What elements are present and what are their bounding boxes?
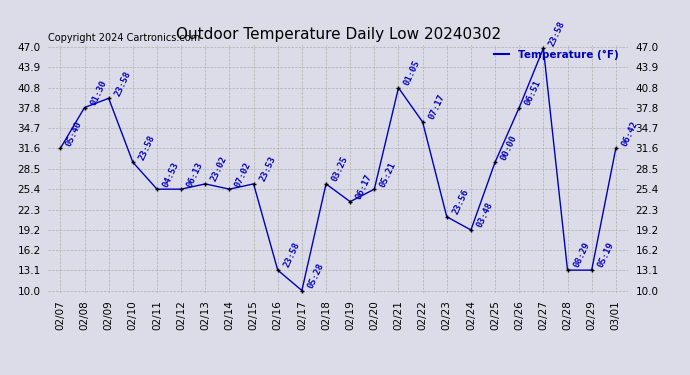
Text: 06:42: 06:42 xyxy=(620,119,640,148)
Point xyxy=(369,186,380,192)
Point xyxy=(152,186,163,192)
Point xyxy=(104,95,115,101)
Text: 03:48: 03:48 xyxy=(475,201,495,229)
Point xyxy=(176,186,187,192)
Point xyxy=(442,214,453,220)
Text: 06:51: 06:51 xyxy=(524,79,543,107)
Text: 23:58: 23:58 xyxy=(113,69,132,98)
Point xyxy=(393,85,404,91)
Text: 07:02: 07:02 xyxy=(234,160,253,188)
Text: 08:29: 08:29 xyxy=(572,241,591,269)
Text: 00:00: 00:00 xyxy=(500,133,519,161)
Legend: Temperature (°F): Temperature (°F) xyxy=(490,45,622,64)
Title: Outdoor Temperature Daily Low 20240302: Outdoor Temperature Daily Low 20240302 xyxy=(175,27,501,42)
Text: 01:05: 01:05 xyxy=(403,59,422,87)
Text: 23:56: 23:56 xyxy=(451,188,471,216)
Point xyxy=(200,181,211,187)
Text: 06:17: 06:17 xyxy=(355,173,374,201)
Text: 23:58: 23:58 xyxy=(282,241,302,269)
Text: Copyright 2024 Cartronics.com: Copyright 2024 Cartronics.com xyxy=(48,33,200,42)
Text: 01:30: 01:30 xyxy=(89,79,108,107)
Point xyxy=(490,159,501,165)
Text: 23:58: 23:58 xyxy=(137,133,157,161)
Point xyxy=(417,119,428,125)
Point xyxy=(514,105,525,111)
Point xyxy=(466,227,477,233)
Point xyxy=(345,199,356,205)
Point xyxy=(128,159,139,165)
Point xyxy=(538,45,549,51)
Text: 06:13: 06:13 xyxy=(186,160,205,188)
Text: 05:21: 05:21 xyxy=(379,160,398,188)
Text: 23:02: 23:02 xyxy=(210,155,229,183)
Point xyxy=(297,288,308,294)
Point xyxy=(586,267,598,273)
Point xyxy=(273,267,284,273)
Point xyxy=(321,181,332,187)
Text: 03:25: 03:25 xyxy=(331,155,350,183)
Text: 05:19: 05:19 xyxy=(596,241,615,269)
Point xyxy=(611,146,622,152)
Point xyxy=(55,146,66,152)
Point xyxy=(224,186,235,192)
Point xyxy=(79,105,90,111)
Text: 04:53: 04:53 xyxy=(161,160,181,188)
Point xyxy=(562,267,573,273)
Text: 23:53: 23:53 xyxy=(258,155,277,183)
Point xyxy=(248,181,259,187)
Text: 23:58: 23:58 xyxy=(548,20,567,48)
Text: 05:28: 05:28 xyxy=(306,262,326,290)
Text: 07:17: 07:17 xyxy=(427,93,446,121)
Text: 05:40: 05:40 xyxy=(65,119,84,148)
